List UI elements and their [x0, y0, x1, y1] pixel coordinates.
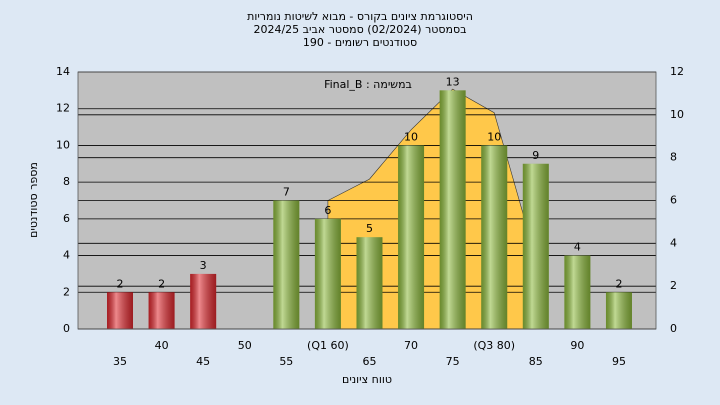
y2-tick-label: 0: [670, 322, 677, 335]
bar-shine: [356, 237, 383, 329]
y-tick-label: 10: [56, 138, 70, 151]
bar-shine: [148, 292, 175, 329]
bar-shine: [522, 163, 549, 329]
annotation: Final_B : במשימה: [324, 78, 412, 91]
y-tick-label: 0: [63, 322, 70, 335]
bar-shine: [564, 255, 591, 329]
x-tick-label: (Q3 80): [473, 339, 515, 352]
y2-tick-label: 4: [670, 236, 677, 249]
x-tick-label: 75: [446, 355, 460, 368]
y2-tick-label: 12: [670, 65, 684, 78]
y2-tick-label: 8: [670, 151, 677, 164]
bar-shine: [107, 292, 133, 329]
data-label: 2: [158, 277, 165, 290]
data-label: 2: [615, 277, 622, 290]
x-tick-label: 50: [238, 339, 252, 352]
bar-shine: [190, 273, 217, 329]
x-tick-label: 35: [113, 355, 127, 368]
data-label: 4: [574, 241, 581, 254]
y2-tick-label: 2: [670, 279, 677, 292]
data-label: 5: [366, 222, 373, 235]
x-tick-label: 40: [155, 339, 169, 352]
y-tick-label: 4: [63, 249, 70, 262]
y-tick-label: 12: [56, 102, 70, 115]
bar-shine: [481, 145, 508, 329]
data-label: 6: [324, 204, 331, 217]
chart-title: היסטוגרמת ציונים בקורס - מבוא לשיטות נומ…: [247, 10, 473, 23]
y-tick-label: 6: [63, 212, 70, 225]
y2-tick-label: 10: [670, 108, 684, 121]
chart-subtitle: סטודנטים רשומים - 190: [303, 36, 417, 49]
y-axis-label: מספר סטודנטים: [27, 162, 40, 238]
x-tick-label: 45: [196, 355, 210, 368]
bar-shine: [398, 145, 425, 329]
x-tick-label: 55: [279, 355, 293, 368]
x-tick-label: 90: [570, 339, 584, 352]
bar-shine: [439, 90, 466, 329]
y-tick-label: 14: [56, 65, 70, 78]
chart-subtitle: בסמסטר (02/2024) סמסטר אביב 2024/25: [253, 23, 466, 36]
x-tick-label: (Q1 60): [307, 339, 349, 352]
data-label: 10: [404, 130, 418, 143]
x-tick-label: 65: [362, 355, 376, 368]
data-label: 3: [200, 259, 207, 272]
data-label: 9: [532, 149, 539, 162]
bar-shine: [605, 292, 632, 329]
data-label: 10: [487, 130, 501, 143]
bar-shine: [273, 200, 300, 329]
x-axis-label: טווח ציונים: [342, 373, 392, 386]
y2-tick-label: 6: [670, 194, 677, 207]
y-tick-label: 2: [63, 285, 70, 298]
plot-border: [77, 71, 657, 330]
x-tick-label: 85: [529, 355, 543, 368]
y-tick-label: 8: [63, 175, 70, 188]
x-tick-label: 95: [612, 355, 626, 368]
data-label: 2: [117, 277, 124, 290]
data-label: 13: [446, 75, 460, 88]
x-tick-label: 70: [404, 339, 418, 352]
bar-shine: [314, 218, 341, 329]
data-label: 7: [283, 186, 290, 199]
